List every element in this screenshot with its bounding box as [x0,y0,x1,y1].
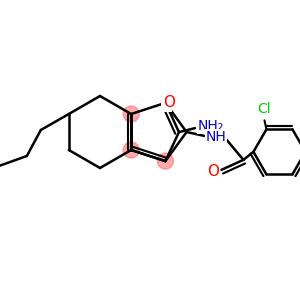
Text: S: S [161,96,171,111]
Circle shape [158,153,173,169]
Text: NH: NH [206,130,226,144]
Text: O: O [207,164,219,179]
Circle shape [123,106,139,122]
Text: O: O [163,94,175,110]
Text: NH₂: NH₂ [198,119,224,133]
Text: Cl: Cl [258,102,271,116]
Circle shape [123,142,139,158]
